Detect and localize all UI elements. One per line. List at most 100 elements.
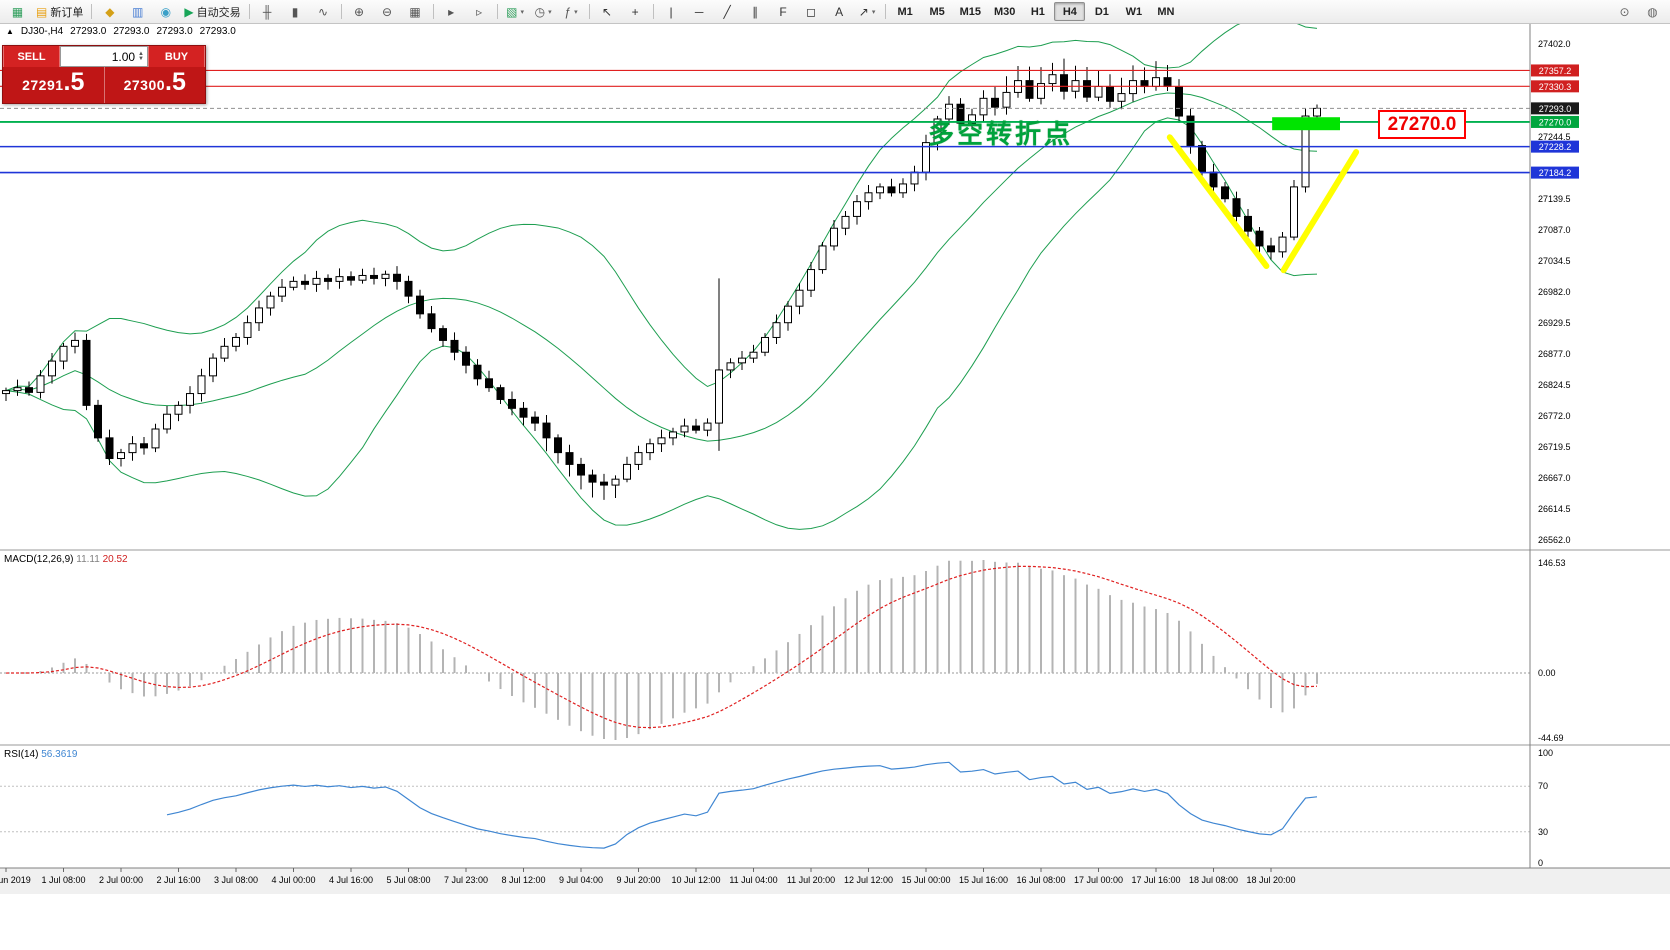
candle-body [830, 227, 838, 247]
candle-body [853, 201, 861, 217]
candle-body [197, 375, 206, 395]
new-order-button[interactable]: ▤ 新订单 [32, 1, 87, 22]
timeframe-mn-button[interactable]: MN [1150, 2, 1181, 21]
trendline-icon: ╱ [723, 4, 731, 19]
rsi-axis-label: 30 [1538, 827, 1548, 837]
period-button[interactable]: ◷ ▾ [530, 1, 557, 22]
zoom-in-button[interactable]: ⊕ [346, 1, 373, 22]
volume-stepper[interactable]: 1.00 ▲ ▼ [60, 46, 148, 67]
candle-body [1025, 80, 1034, 99]
timeframe-m15-button[interactable]: M15 [954, 2, 987, 21]
buy-price-main: 27300 [123, 77, 166, 93]
candle-body [105, 437, 114, 460]
timeframe-w1-button[interactable]: W1 [1118, 2, 1149, 21]
timeframe-m1-button[interactable]: M1 [890, 2, 921, 21]
zoom-out-button[interactable]: ⊖ [374, 1, 401, 22]
candle-body [979, 97, 988, 116]
candle-body [657, 437, 666, 445]
candle-body [1313, 107, 1321, 117]
terminal-icon-button[interactable]: ▦ [4, 1, 31, 22]
line-chart-type-button[interactable]: ∿ [310, 1, 337, 22]
candle-body [531, 416, 539, 424]
timeframe-d1-button[interactable]: D1 [1086, 2, 1117, 21]
channel-icon: ∥ [752, 4, 759, 19]
tile-windows-button[interactable]: ▦ [402, 1, 429, 22]
arrow-tools-button[interactable]: ↗ ▾ [854, 1, 881, 22]
text-icon: A [835, 4, 844, 19]
time-axis-strip [0, 868, 1670, 894]
time-tick-label: 9 Jul 04:00 [559, 875, 603, 885]
timeframe-mn-button-label: MN [1157, 5, 1175, 18]
fibonacci-button[interactable]: F [770, 1, 797, 22]
price-callout-box[interactable]: 27270.0 [1378, 110, 1466, 139]
cursor-button[interactable]: ↖ [594, 1, 621, 22]
price-tick-label: 27402.0 [1538, 39, 1571, 49]
auto-scroll-button[interactable]: ▸ [438, 1, 465, 22]
bar-chart-type-button[interactable]: ╫ [254, 1, 281, 22]
macd-axis-min: -44.69 [1538, 733, 1564, 743]
crosshair-button[interactable]: + [622, 1, 649, 22]
volume-down-icon[interactable]: ▼ [138, 55, 144, 62]
new-chart-button[interactable]: ▧ ▾ [502, 1, 529, 22]
candle-body [991, 97, 999, 108]
horizontal-line-button[interactable]: ─ [686, 1, 713, 22]
candle-body [876, 186, 884, 194]
green-zone-rect[interactable] [1272, 117, 1340, 131]
data-window-icon-button[interactable]: ◉ [152, 1, 179, 22]
sell-button[interactable]: SELL [3, 46, 60, 67]
candle-body [577, 463, 585, 476]
candlestick-chart-type-button[interactable]: ▮ [282, 1, 309, 22]
macd-signal-line [5, 565, 1318, 729]
candle-body [956, 103, 965, 124]
timeframe-h4-button[interactable]: H4 [1054, 2, 1086, 21]
arrow-tools-icon: ↗ [858, 4, 869, 19]
volume-up-icon[interactable]: ▲ [138, 50, 144, 57]
bollinger-bands [5, 11, 1318, 530]
price-tick-label: 26719.5 [1538, 442, 1571, 452]
turning-point-annotation[interactable]: 多空转折点 [928, 119, 1074, 149]
chevron-down-icon: ▾ [548, 8, 552, 16]
candle-body [1117, 93, 1126, 102]
community-icon-button[interactable]: ◍ [1639, 1, 1666, 22]
timeframe-m30-button[interactable]: M30 [988, 2, 1021, 21]
auto-trading-button[interactable]: ▶ 自动交易 [180, 1, 244, 22]
timeframe-h1-button[interactable]: H1 [1022, 2, 1053, 21]
shapes-button[interactable]: ◻ [798, 1, 825, 22]
volume-spinner[interactable]: ▲ ▼ [138, 50, 144, 62]
candle-body [393, 273, 401, 282]
candle-body [439, 328, 447, 341]
candle-body [462, 351, 470, 366]
timeframe-d1-button-label: D1 [1094, 5, 1109, 18]
yellow-trendline-right[interactable] [1280, 149, 1360, 274]
candle-body [209, 357, 217, 377]
search-icon-button[interactable]: ⊙ [1611, 1, 1638, 22]
buy-button[interactable]: BUY [148, 46, 205, 67]
timeframe-h1-button-label: H1 [1030, 5, 1045, 18]
ohlc-high: 27293.0 [113, 26, 150, 37]
yellow-trendline-left[interactable] [1166, 134, 1270, 270]
candle-body [1198, 145, 1206, 173]
chart-shift-button[interactable]: ▹ [466, 1, 493, 22]
timeframe-m5-button[interactable]: M5 [922, 2, 953, 21]
candles [2, 58, 1321, 500]
buy-price[interactable]: 27300.5 [105, 67, 206, 103]
market-watch-icon-button[interactable]: ▥ [124, 1, 151, 22]
trendline-button[interactable]: ╱ [714, 1, 741, 22]
vertical-line-icon: | [669, 4, 673, 19]
candle-body [485, 378, 493, 389]
candle-body [600, 481, 608, 486]
sell-price[interactable]: 27291.5 [3, 67, 104, 103]
volume-value[interactable]: 1.00 [111, 49, 136, 64]
text-button[interactable]: A [826, 1, 853, 22]
macd-axis-max: 146.53 [1538, 558, 1566, 568]
vertical-line-button[interactable]: | [658, 1, 685, 22]
shapes-icon: ◻ [806, 4, 817, 19]
indicators-button[interactable]: ƒ ▾ [558, 1, 585, 22]
channel-button[interactable]: ∥ [742, 1, 769, 22]
candle-body [680, 425, 689, 433]
candle-body [404, 280, 413, 297]
auto-trading-icon: ▶ [184, 4, 194, 19]
one-click-trading-panel: SELL 1.00 ▲ ▼ BUY 27291.5 27300.5 [2, 45, 206, 104]
metaeditor-icon-button[interactable]: ◆ [96, 1, 123, 22]
